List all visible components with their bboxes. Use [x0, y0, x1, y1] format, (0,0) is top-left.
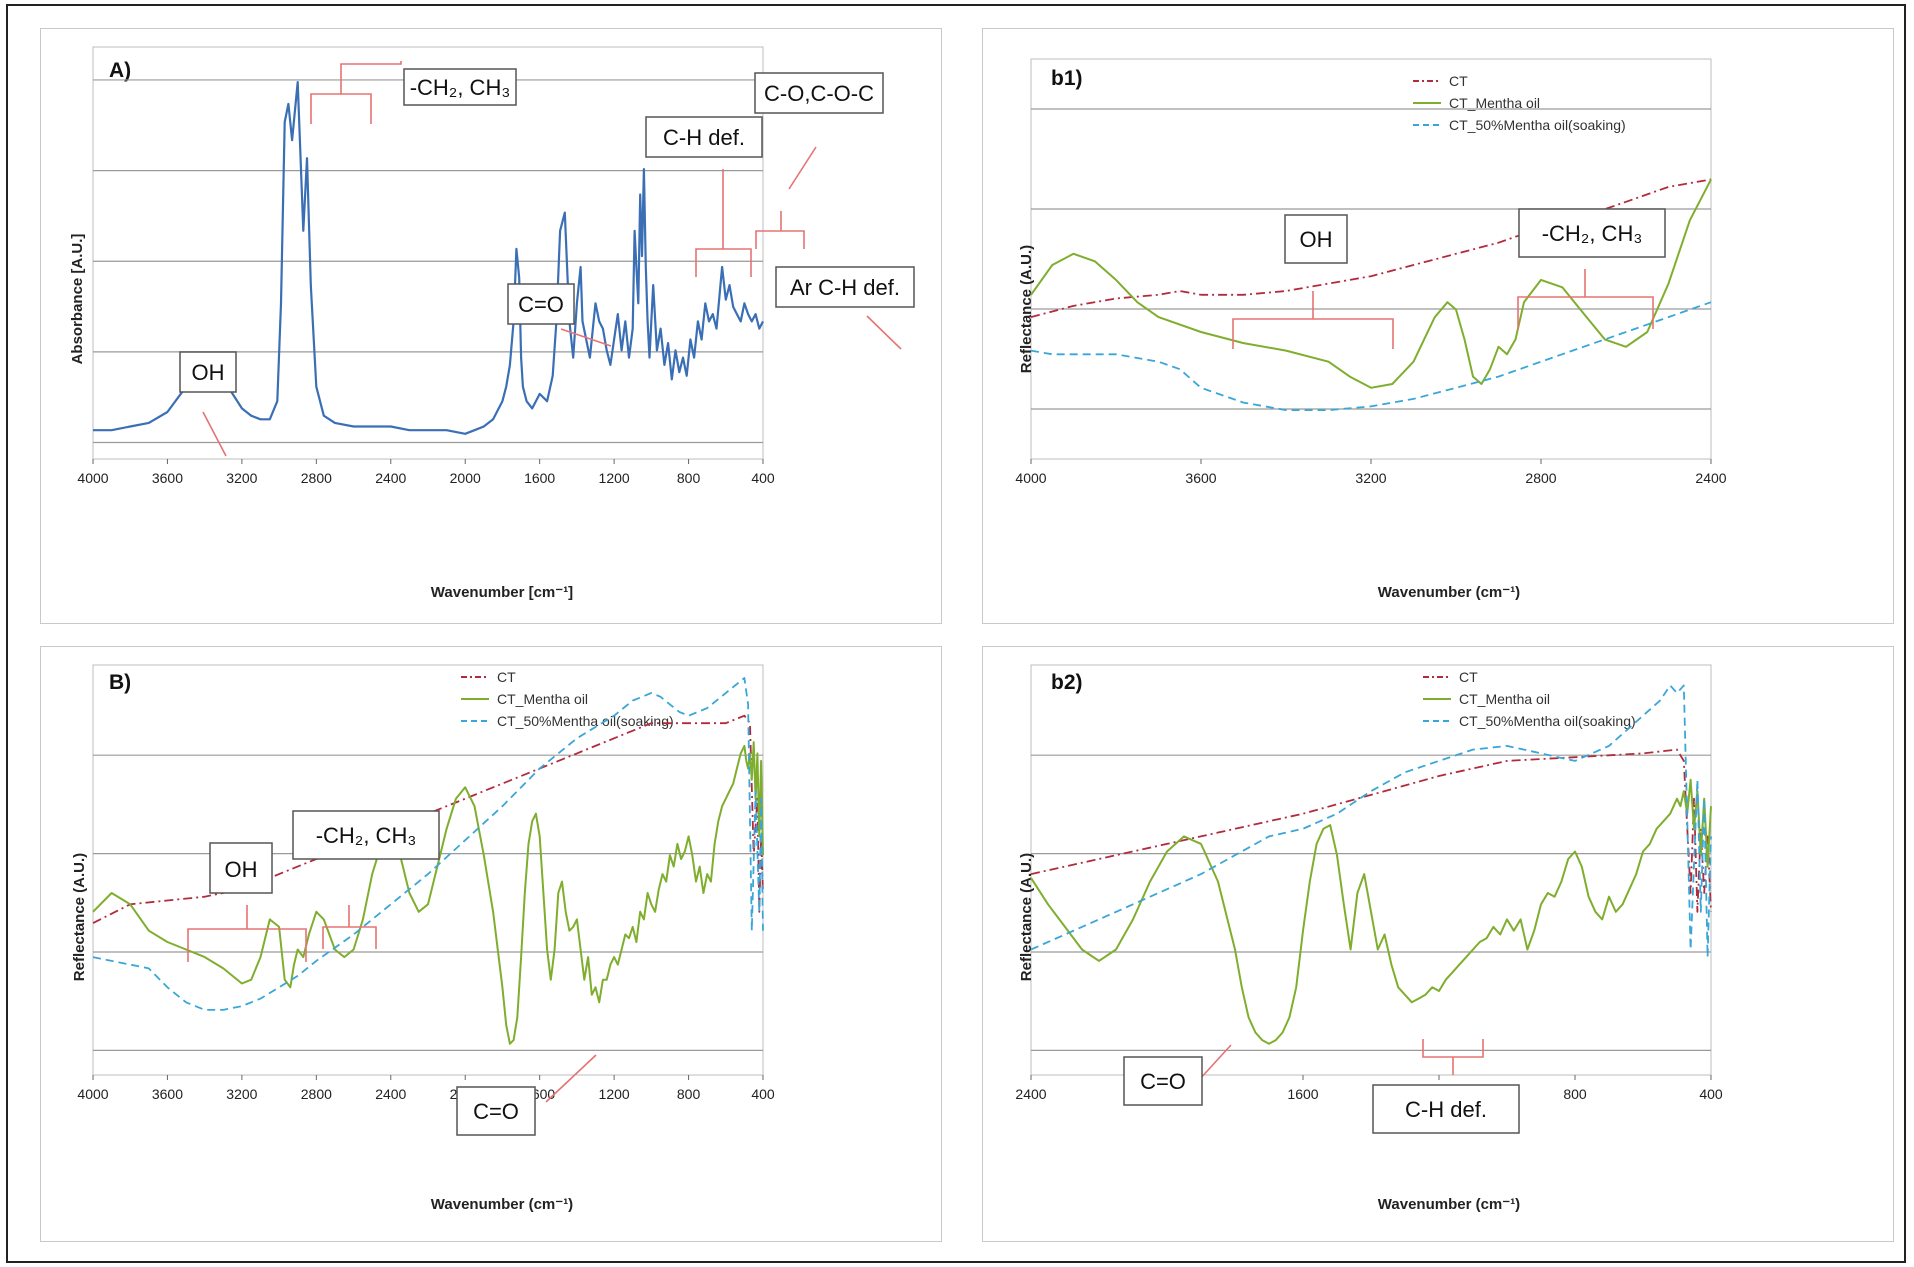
xtick-label-A-2: 3200: [226, 470, 257, 486]
annot-a-arch: Ar C-H def.: [790, 275, 900, 300]
xtick-label-b2-0: 2400: [1015, 1086, 1046, 1102]
chart-a: A) 4000 3600 3200 2800 2400 2000 1600 1200 800 40…: [69, 46, 915, 601]
panel-b-ylabel: Reflectance (A.U.): [71, 853, 88, 981]
annot-a-ch2ch3: -CH₂, CH₃: [410, 75, 511, 100]
annot-b1-oh: OH: [1300, 227, 1333, 252]
xtick-label-A-1: 3600: [152, 470, 183, 486]
xtick-label-b2-2: 1600: [1287, 1086, 1318, 1102]
xtick-label-A-4: 2400: [375, 470, 406, 486]
annot-b1-ch2ch3: -CH₂, CH₃: [1542, 221, 1643, 246]
xtick-label-b1-1: 3600: [1185, 470, 1216, 486]
series-B-mentha: [92, 741, 764, 1045]
legend-label-B-soak: CT_50%Mentha oil(soaking): [497, 713, 674, 729]
series-B-soak: [92, 677, 764, 1011]
panel-b2-ylabel: Reflectance (A.U.): [1018, 853, 1035, 981]
figure-frame: A) 4000 3600 3200 2800 2400 2000 1600 1200 800 40…: [6, 4, 1906, 1263]
annot-b2-co: C=O: [1140, 1069, 1186, 1094]
xtick-label-A-0: 4000: [77, 470, 108, 486]
plot-frame-b2: [1030, 664, 1712, 1076]
legend-label-B-ct: CT: [497, 669, 516, 685]
annot-b-ch2ch3: -CH₂, CH₃: [316, 823, 417, 848]
xtick-label-b2-5: 400: [1699, 1086, 1723, 1102]
xtick-label-b1-4: 2400: [1695, 470, 1726, 486]
panel-a-ylabel: Absorbance [A.U.]: [69, 234, 86, 365]
series-b1-soak: [1030, 301, 1712, 411]
xtick-label-b1-0: 4000: [1015, 470, 1046, 486]
panel-b1-ylabel: Reflectance (A.U.): [1018, 245, 1035, 373]
panel-b-label: B): [109, 671, 131, 694]
xtick-label-B-0: 4000: [77, 1086, 108, 1102]
legend-label-b1-mentha: CT_Mentha oil: [1449, 95, 1540, 111]
xtick-label-B-4: 2400: [375, 1086, 406, 1102]
xtick-label-b1-3: 2800: [1525, 470, 1556, 486]
series-b2-mentha: [1030, 778, 1712, 1045]
xtick-label-B-2: 3200: [226, 1086, 257, 1102]
xtick-label-b1-2: 3200: [1355, 470, 1386, 486]
panel-b2-xlabel: Wavenumber (cm⁻¹): [1378, 1196, 1520, 1213]
annot-b2-chdef: C-H def.: [1405, 1097, 1487, 1122]
panel-b1-label: b1): [1051, 67, 1083, 90]
legend-label-b1-ct: CT: [1449, 73, 1468, 89]
xtick-label-B-8: 800: [677, 1086, 701, 1102]
panel-a: A) 4000 3600 3200 2800 2400 2000 1600 1200 800 40…: [40, 28, 942, 624]
annot-a-oh: OH: [192, 360, 225, 385]
xtick-label-A-9: 400: [751, 470, 775, 486]
panel-b-xlabel: Wavenumber (cm⁻¹): [431, 1196, 573, 1213]
chart-b: B) 4000360032002800240020001600120080040…: [71, 664, 775, 1213]
xtick-label-A-3: 2800: [301, 470, 332, 486]
panel-b2-label: b2): [1051, 671, 1083, 694]
annot-a-co: C=O: [518, 292, 564, 317]
plot-frame-B: [92, 664, 764, 1076]
annot-b-co: C=O: [473, 1099, 519, 1124]
annot-a-chdef: C-H def.: [663, 125, 745, 150]
xtick-label-A-7: 1200: [599, 470, 630, 486]
xtick-label-b2-4: 800: [1563, 1086, 1587, 1102]
legend-label-b2-ct: CT: [1459, 669, 1478, 685]
legend-label-B-mentha: CT_Mentha oil: [497, 691, 588, 707]
panel-a-label: A): [109, 59, 131, 82]
series-b1-mentha: [1030, 178, 1712, 389]
xtick-label-A-6: 1600: [524, 470, 555, 486]
panel-b: B) 4000360032002800240020001600120080040…: [40, 646, 942, 1242]
panel-b1: b1) 4000 3600 3200 2800 2400 Wavenumber (cm⁻…: [982, 28, 1894, 624]
series-A-absorbance: [93, 81, 764, 435]
panel-a-xlabel: Wavenumber [cm⁻¹]: [431, 584, 573, 601]
annot-a-coc: C-O,C-O-C: [764, 81, 874, 106]
legend-label-b1-soak: CT_50%Mentha oil(soaking): [1449, 117, 1626, 133]
annot-b-oh: OH: [225, 857, 258, 882]
xtick-label-B-1: 3600: [152, 1086, 183, 1102]
xtick-label-B-7: 1200: [599, 1086, 630, 1102]
panel-b1-xlabel: Wavenumber (cm⁻¹): [1378, 584, 1520, 601]
xtick-label-A-8: 800: [677, 470, 701, 486]
xtick-label-B-3: 2800: [301, 1086, 332, 1102]
series-b2-soak: [1030, 684, 1712, 958]
xtick-label-A-5: 2000: [450, 470, 481, 486]
plot-frame-A: [92, 46, 764, 460]
xtick-label-B-9: 400: [751, 1086, 775, 1102]
legend-label-b2-mentha: CT_Mentha oil: [1459, 691, 1550, 707]
legend-label-b2-soak: CT_50%Mentha oil(soaking): [1459, 713, 1636, 729]
series-b2-ct: [1030, 748, 1712, 913]
chart-b1: b1) 4000 3600 3200 2800 2400 Wavenumber (cm⁻…: [1015, 58, 1727, 601]
